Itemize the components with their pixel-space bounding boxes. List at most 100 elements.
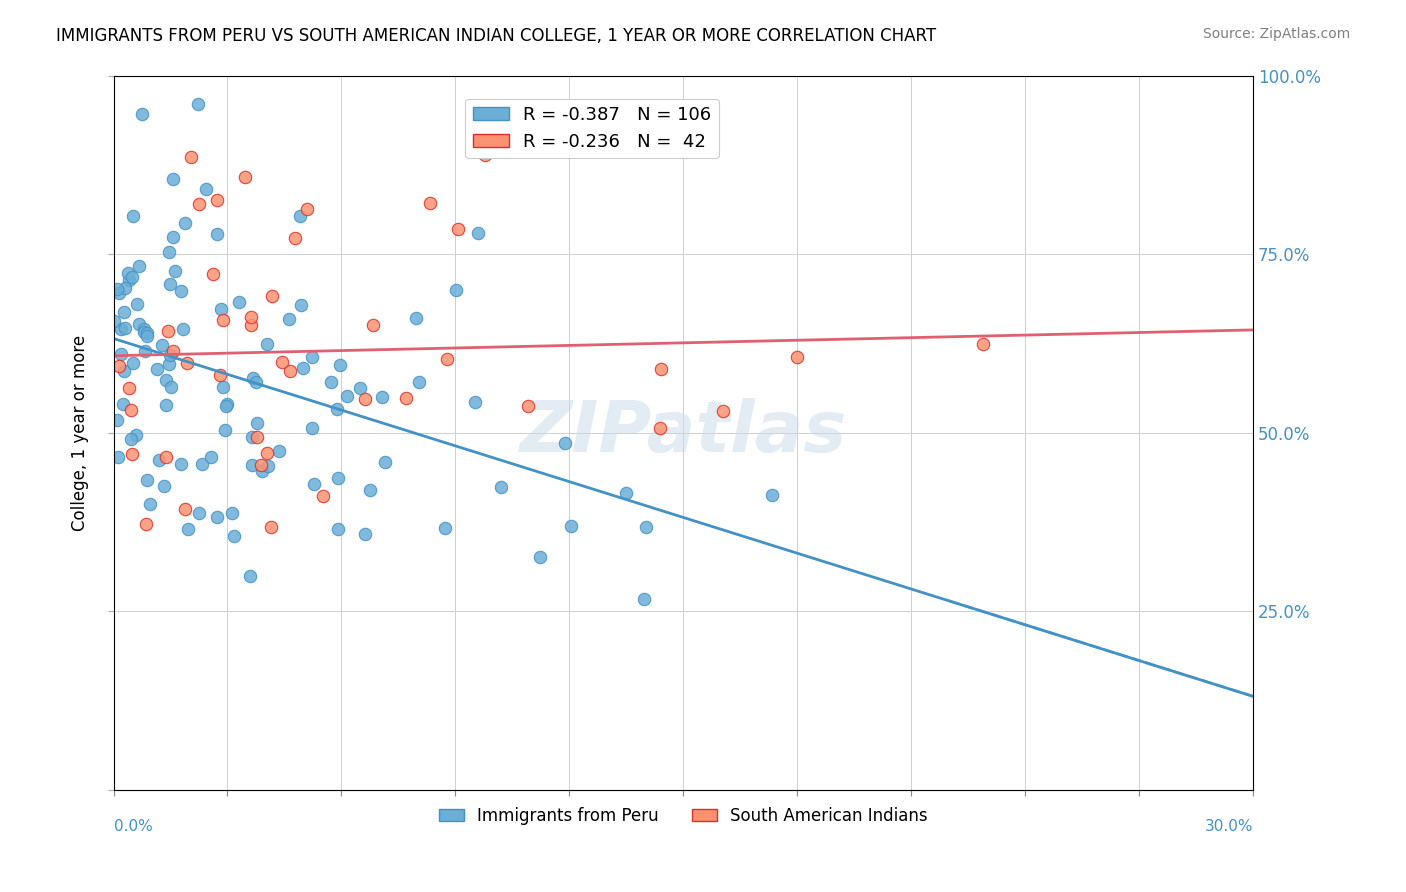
blue <box>326 402 349 417</box>
pink <box>419 195 441 210</box>
blue <box>214 423 236 437</box>
blue <box>114 321 136 335</box>
blue <box>128 317 150 331</box>
Text: ZIPatlas: ZIPatlas <box>519 398 846 467</box>
blue <box>215 400 238 414</box>
blue <box>277 312 299 326</box>
pink <box>650 362 672 376</box>
blue <box>187 97 209 112</box>
pink <box>361 318 384 332</box>
blue <box>240 458 263 472</box>
pink <box>208 368 231 383</box>
blue <box>122 210 145 224</box>
blue <box>336 389 359 403</box>
blue <box>107 282 129 296</box>
blue <box>434 521 457 535</box>
blue <box>301 350 323 364</box>
blue <box>105 413 128 427</box>
pink <box>155 450 177 464</box>
pink <box>211 313 233 327</box>
blue <box>256 337 278 351</box>
blue <box>162 229 184 244</box>
blue <box>103 314 125 328</box>
blue <box>146 361 169 376</box>
blue <box>292 360 315 375</box>
blue <box>120 432 142 446</box>
blue <box>152 478 174 492</box>
blue <box>173 216 195 230</box>
pink <box>173 501 195 516</box>
blue <box>125 297 148 311</box>
pink <box>278 364 301 378</box>
Text: 30.0%: 30.0% <box>1205 819 1253 833</box>
Legend: Immigrants from Peru, South American Indians: Immigrants from Peru, South American Ind… <box>432 800 935 831</box>
pink <box>447 222 470 236</box>
blue <box>221 506 243 520</box>
blue <box>288 209 311 223</box>
blue <box>374 455 396 469</box>
blue <box>190 457 212 471</box>
blue <box>326 522 349 536</box>
pink <box>121 447 143 461</box>
blue <box>240 430 263 444</box>
pink <box>120 403 142 417</box>
blue <box>761 488 783 502</box>
Text: Source: ZipAtlas.com: Source: ZipAtlas.com <box>1202 27 1350 41</box>
blue <box>160 380 183 394</box>
blue <box>560 518 582 533</box>
blue <box>215 397 238 411</box>
blue <box>301 421 323 435</box>
Text: IMMIGRANTS FROM PERU VS SOUTH AMERICAN INDIAN COLLEGE, 1 YEAR OR MORE CORRELATIO: IMMIGRANTS FROM PERU VS SOUTH AMERICAN I… <box>56 27 936 45</box>
blue <box>634 520 657 534</box>
pink <box>260 289 283 303</box>
blue <box>211 301 233 316</box>
blue <box>159 348 181 362</box>
blue <box>239 569 262 583</box>
blue <box>195 181 218 195</box>
blue <box>131 107 153 121</box>
blue <box>169 284 191 298</box>
blue <box>172 321 194 335</box>
blue <box>170 458 193 472</box>
pink <box>972 336 994 351</box>
pink <box>180 150 202 164</box>
pink <box>648 420 671 434</box>
blue <box>228 295 250 310</box>
blue <box>148 453 170 467</box>
blue <box>110 347 132 361</box>
pink <box>162 343 184 358</box>
blue <box>329 358 352 372</box>
pink <box>157 324 180 338</box>
blue <box>489 480 512 494</box>
pink <box>239 318 262 332</box>
blue <box>267 443 290 458</box>
blue <box>177 522 200 536</box>
blue <box>155 373 177 387</box>
blue <box>353 526 375 541</box>
blue <box>150 337 173 351</box>
blue <box>359 483 381 498</box>
blue <box>112 364 135 378</box>
blue <box>554 436 576 450</box>
pink <box>250 458 273 473</box>
pink <box>188 197 211 211</box>
blue <box>205 227 228 242</box>
blue <box>349 380 371 394</box>
blue <box>529 549 551 564</box>
blue <box>157 357 180 371</box>
blue <box>117 266 139 280</box>
Text: 0.0%: 0.0% <box>114 819 152 833</box>
pink <box>713 404 735 418</box>
blue <box>464 394 486 409</box>
blue <box>135 473 157 487</box>
pink <box>239 310 262 325</box>
pink <box>135 516 157 531</box>
pink <box>108 359 131 373</box>
pink <box>176 357 198 371</box>
pink <box>395 391 418 405</box>
blue <box>139 497 162 511</box>
blue <box>222 529 245 543</box>
blue <box>328 471 350 485</box>
blue <box>444 283 467 297</box>
blue <box>405 310 427 325</box>
